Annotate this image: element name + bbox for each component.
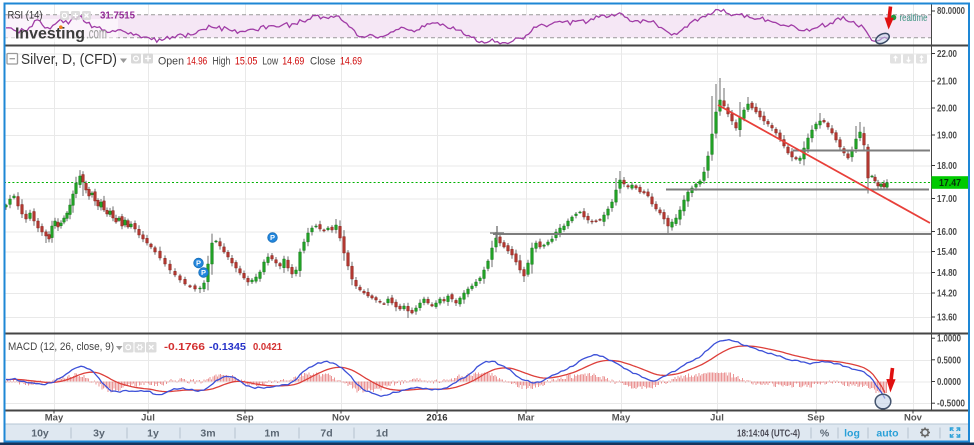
svg-text:10y: 10y [31,428,49,440]
svg-text:14.69: 14.69 [282,55,304,67]
svg-text:13.60: 13.60 [937,313,957,324]
svg-text:80.0000: 80.0000 [937,6,965,17]
svg-text:1d: 1d [376,428,388,440]
svg-text:14.96: 14.96 [187,55,208,67]
svg-text:log: log [844,427,860,439]
svg-text:14.80: 14.80 [937,268,957,279]
svg-text:Low: Low [262,55,278,67]
svg-text:realtime: realtime [900,12,928,24]
svg-text:31.7515: 31.7515 [100,10,135,22]
svg-text:Nov: Nov [904,413,923,424]
svg-text:20.00: 20.00 [937,104,957,115]
svg-text:7d: 7d [320,428,332,440]
svg-text:18.00: 18.00 [937,161,957,172]
svg-text:Jul: Jul [710,413,724,424]
svg-text:High: High [212,55,230,67]
svg-text:14.20: 14.20 [937,289,957,300]
svg-text:1m: 1m [264,428,279,440]
svg-text:%: % [820,427,830,439]
svg-text:Sep: Sep [807,413,825,424]
svg-text:16.00: 16.00 [937,227,957,238]
svg-text:May: May [612,413,631,424]
svg-text:0.0421: 0.0421 [253,341,282,353]
svg-text:19.00: 19.00 [937,131,957,142]
svg-text:1.0000: 1.0000 [937,334,961,345]
svg-text:22.00: 22.00 [937,49,957,60]
svg-text:17.00: 17.00 [937,194,957,205]
svg-text:Investing: Investing [15,26,85,43]
svg-text:.com: .com [86,26,107,43]
svg-text:14.69: 14.69 [340,55,362,67]
svg-text:18:14:04 (UTC-4): 18:14:04 (UTC-4) [737,428,800,439]
svg-text:15.40: 15.40 [937,247,957,258]
svg-text:3m: 3m [200,428,215,440]
svg-text:Sep: Sep [236,413,254,424]
svg-text:P: P [201,268,206,277]
svg-text:1y: 1y [147,428,159,440]
svg-text:3y: 3y [93,428,105,440]
svg-text:auto: auto [876,427,898,439]
svg-text:-0.1345: -0.1345 [209,341,246,353]
svg-text:2016: 2016 [426,413,447,424]
svg-text:Jul: Jul [141,413,155,424]
svg-text:Silver, D, (CFD): Silver, D, (CFD) [21,51,117,68]
svg-text:-0.5000: -0.5000 [937,399,965,410]
svg-text:P: P [196,259,201,268]
svg-text:0.5000: 0.5000 [937,355,961,366]
svg-text:Open: Open [158,55,184,67]
svg-text:17.47: 17.47 [939,177,961,189]
svg-text:0.0000: 0.0000 [937,377,961,388]
svg-text:Mar: Mar [518,413,535,424]
svg-text:May: May [45,413,64,424]
svg-text:-0.1766: -0.1766 [164,341,205,353]
svg-text:P: P [270,233,275,242]
svg-text:MACD (12, 26, close, 9): MACD (12, 26, close, 9) [8,341,114,353]
svg-text:21.00: 21.00 [937,77,957,88]
svg-text:Close: Close [310,55,336,67]
svg-text:15.05: 15.05 [235,55,258,67]
svg-text:RSI (14): RSI (14) [8,10,43,22]
svg-text:Nov: Nov [332,413,351,424]
